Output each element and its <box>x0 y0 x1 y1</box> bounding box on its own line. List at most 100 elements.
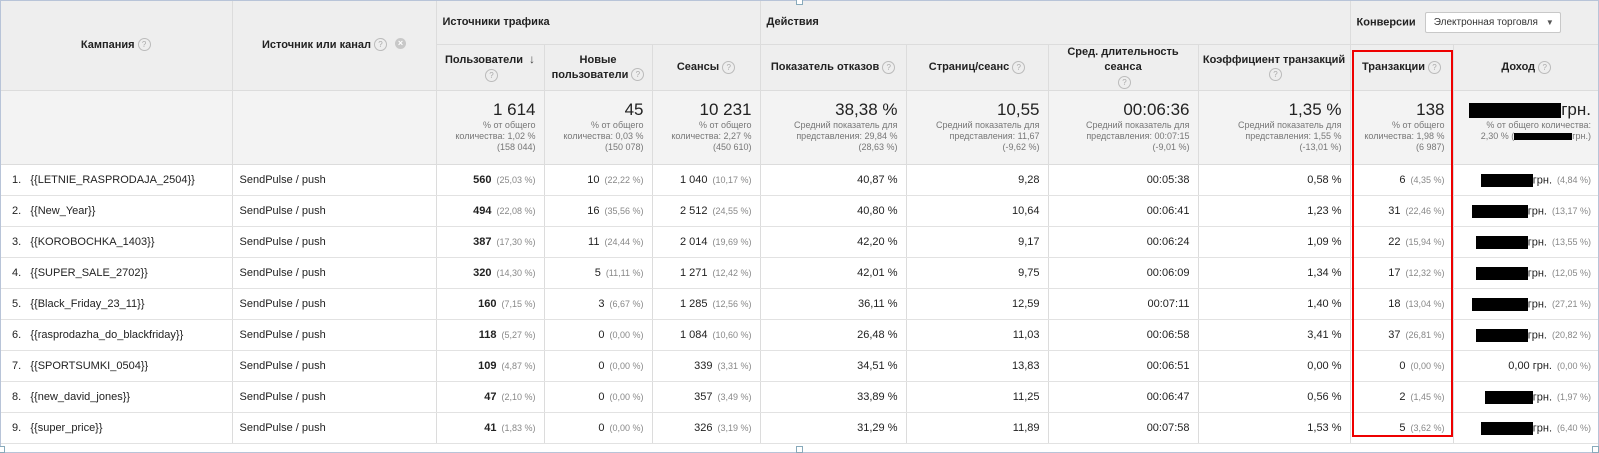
source-link[interactable]: SendPulse / push <box>239 174 326 186</box>
duration-value: 00:07:58 <box>1146 422 1190 434</box>
campaign-link[interactable]: {{LETNIE_RASPRODAJA_2504}} <box>30 174 195 186</box>
help-circle-icon[interactable]: ? <box>374 38 387 52</box>
bounce-rate-value: 40,80 % <box>857 205 898 217</box>
campaign-cell: 4. {{SUPER_SALE_2702}} <box>0 257 233 289</box>
campaign-cell: 6. {{rasprodazha_do_blackfriday}} <box>0 319 233 351</box>
column-header-users[interactable]: Пользователи ↓? <box>436 44 545 91</box>
users-percent: (7,15 %) <box>501 299 536 309</box>
pages-value: 11,89 <box>1012 422 1040 434</box>
column-header-source[interactable]: Источник или канал? × <box>232 0 437 91</box>
bounce-rate-value: 26,48 % <box>857 329 898 341</box>
campaign-link[interactable]: {{SUPER_SALE_2702}} <box>30 267 148 279</box>
pages-per-session-cell: 10,64 <box>906 195 1049 227</box>
column-header-revenue[interactable]: Доход? <box>1453 44 1599 91</box>
column-header-bounce-rate[interactable]: Показатель отказов? <box>760 44 907 91</box>
help-circle-icon[interactable]: ? <box>485 68 498 82</box>
revenue-value: грн. <box>1527 235 1547 248</box>
table-row[interactable]: 9. {{super_price}} SendPulse / push 41 (1,8… <box>0 412 1599 444</box>
help-circle-icon[interactable]: ? <box>722 60 736 74</box>
source-link[interactable]: SendPulse / push <box>239 236 326 248</box>
campaign-link[interactable]: {{SPORTSUMKI_0504}} <box>30 360 149 372</box>
totals-empty-cell <box>232 90 437 165</box>
source-link[interactable]: SendPulse / push <box>239 205 326 217</box>
transactions-value: 0 <box>1399 360 1406 372</box>
bounce-rate-cell: 40,80 % <box>760 195 907 227</box>
pages-value: 9,75 <box>1018 267 1040 279</box>
source-link[interactable]: SendPulse / push <box>239 298 326 310</box>
resize-handle[interactable] <box>796 0 803 5</box>
campaign-link[interactable]: {{Black_Friday_23_11}} <box>30 298 145 310</box>
help-circle-icon[interactable]: ? <box>137 38 151 52</box>
campaign-cell: 2. {{New_Year}} <box>0 195 233 227</box>
campaign-link[interactable]: {{KOROBOCHKA_1403}} <box>30 236 155 248</box>
duration-value: 00:06:24 <box>1146 236 1190 248</box>
conversion-rate-cell: 1,53 % <box>1198 412 1351 444</box>
column-header-new-users[interactable]: Новые пользователи? <box>544 44 653 91</box>
table-row[interactable]: 3. {{KOROBOCHKA_1403}} SendPulse / push 38… <box>0 226 1599 258</box>
chevron-down-icon: ▼ <box>1545 17 1554 27</box>
help-circle-icon[interactable]: ? <box>631 68 645 82</box>
users-cell: 320 (14,30 %) <box>436 257 545 289</box>
bounce-rate-value: 33,89 % <box>857 391 898 403</box>
transactions-cell: 0 (0,00 %) <box>1350 350 1454 382</box>
campaign-cell: 7. {{SPORTSUMKI_0504}} <box>0 350 233 382</box>
sessions-cell: 1 040 (10,17 %) <box>652 164 761 196</box>
help-circle-icon[interactable]: ? <box>1118 75 1132 89</box>
sort-down-arrow-icon[interactable]: ↓ <box>529 52 535 66</box>
column-header-sessions[interactable]: Сеансы? <box>652 44 761 91</box>
pages-value: 10,64 <box>1011 205 1040 217</box>
revenue-percent: (27,21 %) <box>1551 298 1592 309</box>
help-circle-icon[interactable]: ? <box>1012 60 1026 74</box>
redacted-value <box>1484 390 1533 404</box>
revenue-cell: грн. (13,55 %) <box>1453 226 1599 258</box>
revenue-value: грн. <box>1532 421 1552 434</box>
duration-value: 00:06:58 <box>1146 329 1190 341</box>
remove-dimension-icon[interactable]: × <box>395 37 406 49</box>
source-link[interactable]: SendPulse / push <box>239 360 326 372</box>
bounce-rate-value: 42,20 % <box>857 236 898 248</box>
table-row[interactable]: 4. {{SUPER_SALE_2702}} SendPulse / push 32… <box>0 257 1599 289</box>
duration-value: 00:06:51 <box>1146 360 1190 372</box>
revenue-value: грн. <box>1532 173 1552 186</box>
users-value: 494 <box>473 205 492 217</box>
new-users-percent: (0,00 %) <box>609 423 644 433</box>
source-link[interactable]: SendPulse / push <box>239 267 326 279</box>
users-cell: 109 (4,87 %) <box>436 350 545 382</box>
source-cell: SendPulse / push <box>232 381 437 413</box>
column-header-campaign[interactable]: Кампания? <box>0 0 233 91</box>
table-row[interactable]: 2. {{New_Year}} SendPulse / push 494 (22,08… <box>0 195 1599 227</box>
column-header-pages-per-session[interactable]: Страниц/сеанс? <box>906 44 1049 91</box>
source-link[interactable]: SendPulse / push <box>239 391 326 403</box>
source-link[interactable]: SendPulse / push <box>239 329 326 341</box>
column-header-conversion-rate[interactable]: Коэффициент транзакций? <box>1198 44 1351 91</box>
group-header-traffic: Источники трафика <box>436 0 761 45</box>
users-value: 160 <box>478 298 497 310</box>
campaign-link[interactable]: {{super_price}} <box>30 422 103 434</box>
sessions-value: 2 014 <box>679 236 708 248</box>
resize-handle[interactable] <box>1592 446 1599 453</box>
resize-handle[interactable] <box>796 446 803 453</box>
help-circle-icon[interactable]: ? <box>1428 60 1442 74</box>
table-row[interactable]: 1. {{LETNIE_RASPRODAJA_2504}} SendPulse /… <box>0 164 1599 196</box>
column-header-avg-duration[interactable]: Сред. длительность сеанса? <box>1048 44 1199 91</box>
table-row[interactable]: 5. {{Black_Friday_23_11}} SendPulse / pus… <box>0 288 1599 320</box>
help-circle-icon[interactable]: ? <box>1269 68 1283 82</box>
column-header-transactions[interactable]: Транзакции? <box>1350 44 1454 91</box>
redacted-value <box>1475 235 1528 249</box>
revenue-cell: грн. (1,97 %) <box>1453 381 1599 413</box>
source-link[interactable]: SendPulse / push <box>239 422 326 434</box>
transactions-value: 2 <box>1399 391 1406 403</box>
table-row[interactable]: 6. {{rasprodazha_do_blackfriday}} SendPul… <box>0 319 1599 351</box>
campaign-link[interactable]: {{New_Year}} <box>30 205 96 217</box>
campaign-link[interactable]: {{new_david_jones}} <box>30 391 131 403</box>
resize-handle[interactable] <box>0 446 5 453</box>
bounce-rate-value: 31,29 % <box>857 422 898 434</box>
table-row[interactable]: 7. {{SPORTSUMKI_0504}} SendPulse / push 10… <box>0 350 1599 382</box>
campaign-link[interactable]: {{rasprodazha_do_blackfriday}} <box>30 329 184 341</box>
conversion-type-dropdown[interactable]: Электронная торговля ▼ <box>1424 11 1561 33</box>
help-circle-icon[interactable]: ? <box>882 60 896 74</box>
help-circle-icon[interactable]: ? <box>1538 60 1552 74</box>
new-users-percent: (11,11 %) <box>605 268 644 278</box>
users-cell: 560 (25,03 %) <box>436 164 545 196</box>
table-row[interactable]: 8. {{new_david_jones}} SendPulse / push 47… <box>0 381 1599 413</box>
